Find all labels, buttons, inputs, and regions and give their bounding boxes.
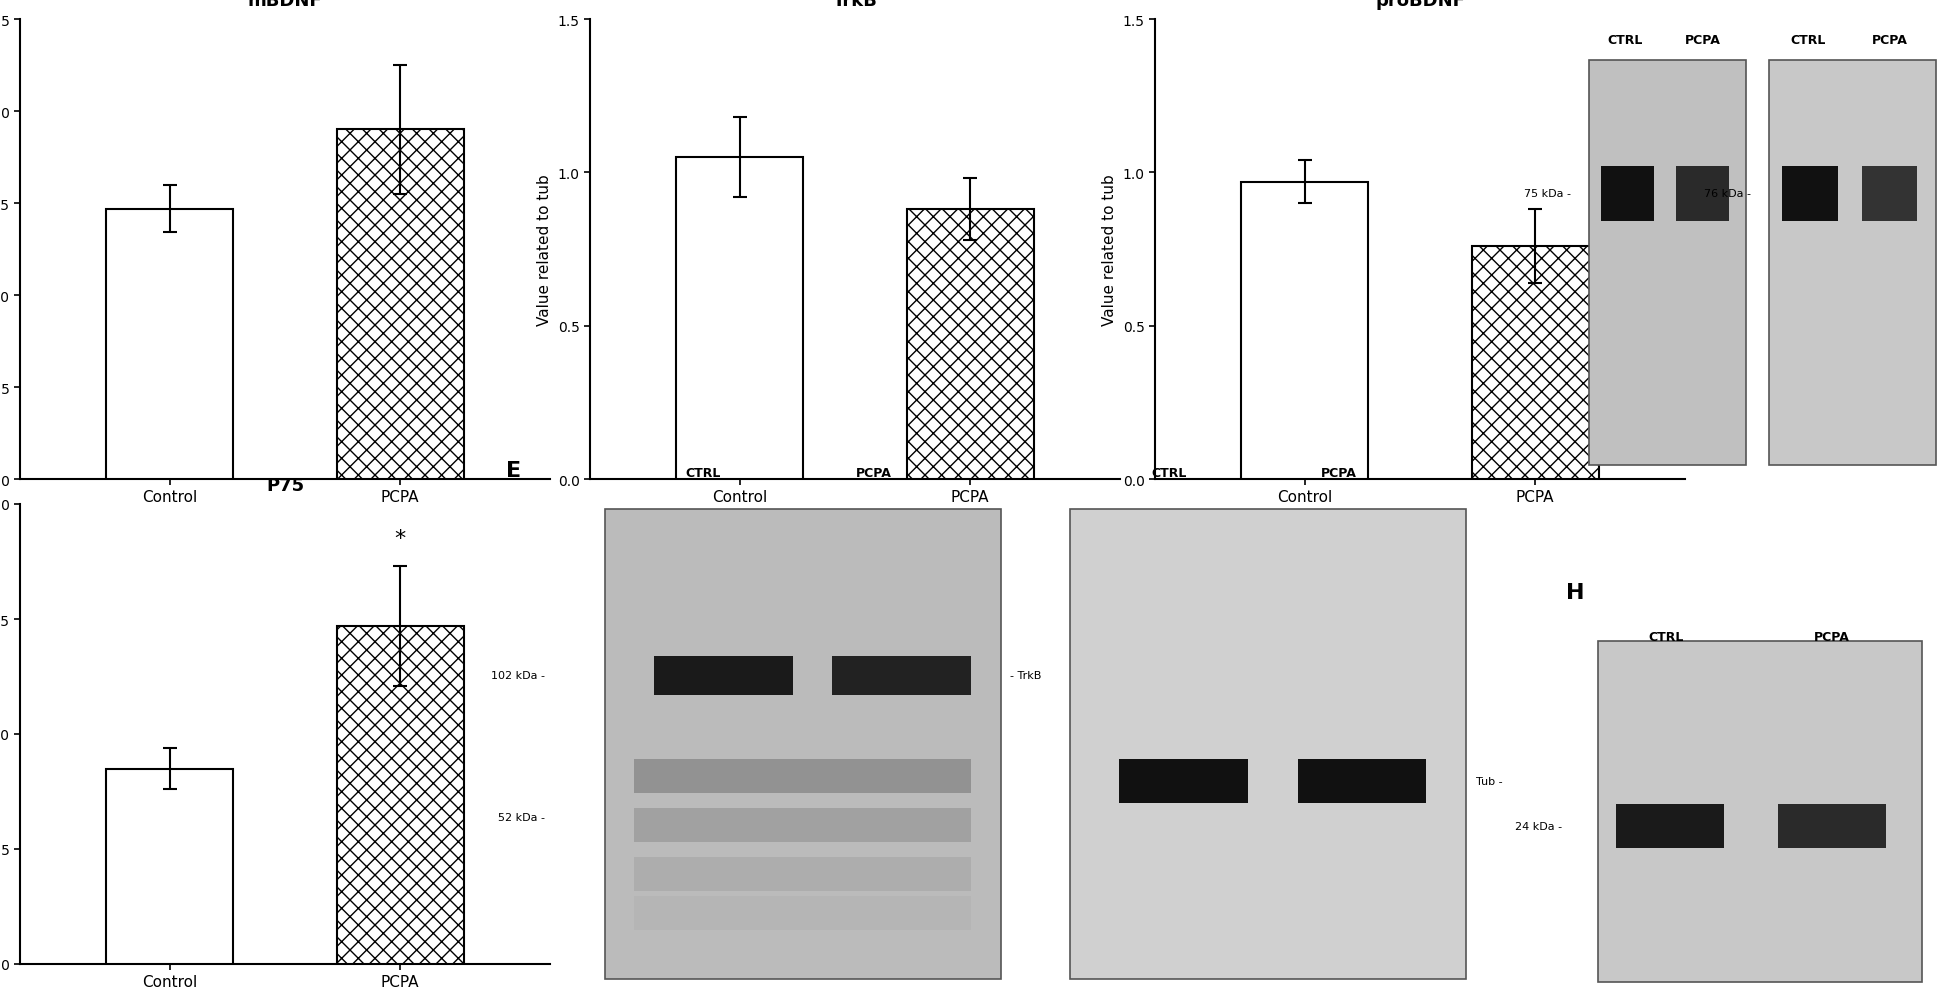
Text: CTRL: CTRL [686,467,722,480]
Text: 75 kDa -: 75 kDa - [1525,189,1572,199]
Bar [634,808,971,842]
Bar [1601,166,1654,221]
Text: PCPA: PCPA [1872,34,1907,47]
Bar [1862,166,1917,221]
Bar [107,769,234,964]
Bar [107,209,234,480]
Text: PCPA: PCPA [856,467,891,480]
Bar [907,210,1034,480]
Bar [634,759,971,794]
Text: 52 kDa -: 52 kDa - [497,813,546,823]
Title: P75: P75 [265,477,304,495]
Text: PCPA: PCPA [1814,630,1851,643]
Bar [1617,805,1724,849]
Bar [1782,166,1837,221]
Bar [653,656,792,695]
Bar [1778,805,1886,849]
Bar [634,857,971,891]
Text: 76 kDa -: 76 kDa - [1704,189,1751,199]
Bar [604,509,1000,979]
Bar [1677,166,1730,221]
Title: TrkB: TrkB [833,0,878,10]
Text: CTRL: CTRL [1150,467,1186,480]
Text: PCPA: PCPA [1322,467,1357,480]
Text: PCPA: PCPA [1685,34,1720,47]
Bar [833,656,971,695]
Text: - TrkB: - TrkB [1010,670,1041,680]
Bar [1589,61,1747,465]
Bar [337,130,464,480]
Bar [1769,61,1936,465]
Text: CTRL: CTRL [1790,34,1825,47]
Text: CTRL: CTRL [1609,34,1644,47]
Bar [337,626,464,964]
Bar [1242,182,1369,480]
Title: mBDNF: mBDNF [248,0,322,10]
Text: 24 kDa -: 24 kDa - [1515,822,1562,832]
Y-axis label: Value related to tub: Value related to tub [1102,174,1117,326]
Text: CTRL: CTRL [1648,630,1685,643]
Bar [634,896,971,930]
Text: *: * [394,528,406,548]
Text: Tub -: Tub - [1476,776,1502,786]
Bar [1071,509,1466,979]
Bar [1472,246,1599,480]
Text: H: H [1566,582,1583,602]
Text: E: E [505,460,521,480]
Bar [1119,759,1248,803]
Text: 102 kDa -: 102 kDa - [491,670,546,680]
Title: proBDNF: proBDNF [1375,0,1464,10]
Y-axis label: Value related to tub: Value related to tub [536,174,552,326]
Bar [1297,759,1425,803]
Bar [677,158,803,480]
